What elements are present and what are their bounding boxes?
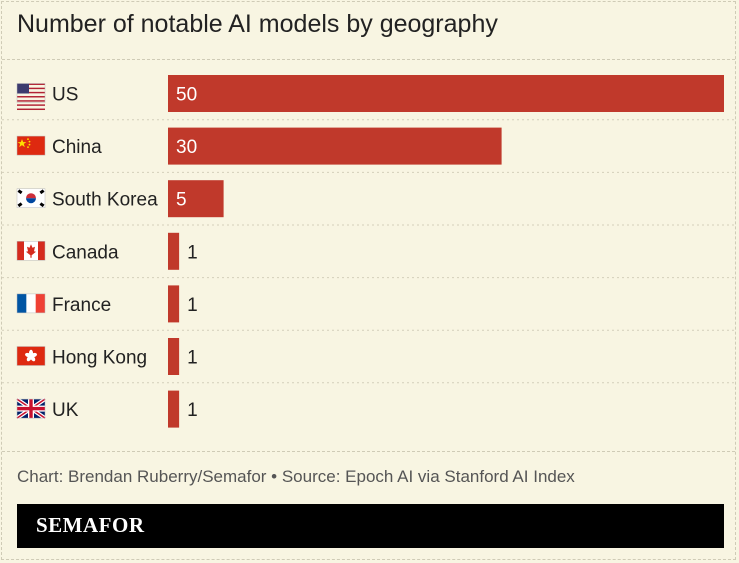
us-flag-icon: [16, 83, 46, 111]
south-korea-flag-icon: [16, 188, 46, 208]
china-flag-icon: [16, 135, 46, 156]
value-label-uk: 1: [187, 400, 198, 421]
value-label-hong-kong: 1: [187, 348, 198, 369]
chart-credit: Chart: Brendan Ruberry/Semafor • Source:…: [17, 467, 575, 486]
bar-hong-kong: [168, 338, 180, 375]
bar-china: [168, 127, 502, 165]
category-label-uk: UK: [52, 400, 79, 421]
category-label-south-korea: South Korea: [52, 190, 158, 211]
value-label-canada: 1: [187, 242, 198, 263]
brand-logo: SEMAFOR: [36, 513, 145, 537]
category-label-hong-kong: Hong Kong: [52, 348, 147, 369]
bar-uk: [168, 390, 180, 428]
value-label-france: 1: [187, 295, 198, 316]
hong-kong-flag-icon: [16, 346, 46, 366]
footer-divider: [2, 451, 735, 452]
chart-title: Number of notable AI models by geography: [17, 10, 498, 38]
uk-flag-icon: [15, 397, 47, 420]
bar-canada: [168, 232, 180, 270]
bar-us: [168, 75, 724, 112]
category-label-canada: Canada: [52, 242, 119, 263]
bar-chart: US 50 China 30 South Korea 5 Canada 1 France 1 Hon…: [2, 75, 737, 428]
value-label-south-korea: 5: [176, 190, 187, 211]
category-label-china: China: [52, 137, 102, 158]
bar-south-korea: [168, 180, 224, 218]
value-label-china: 30: [176, 137, 197, 158]
canada-flag-icon: [16, 241, 46, 261]
category-label-us: US: [52, 85, 78, 106]
value-label-us: 50: [176, 85, 197, 106]
brand-banner: SEMAFOR: [17, 504, 724, 548]
category-label-france: France: [52, 295, 111, 316]
bar-france: [168, 285, 180, 323]
title-divider: [2, 59, 735, 60]
france-flag-icon: [16, 293, 46, 314]
